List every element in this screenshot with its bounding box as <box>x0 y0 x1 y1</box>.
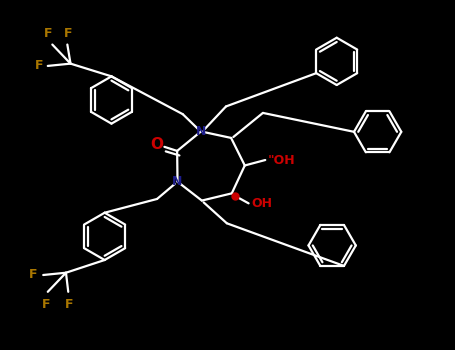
Text: N: N <box>196 125 206 138</box>
Text: F: F <box>64 27 72 40</box>
Text: F: F <box>35 60 43 72</box>
Text: OH: OH <box>251 197 272 210</box>
Text: "OH: "OH <box>268 154 295 167</box>
Text: F: F <box>65 298 73 311</box>
Text: F: F <box>44 27 52 40</box>
Text: F: F <box>29 268 37 281</box>
Text: O: O <box>150 136 163 152</box>
Text: N: N <box>172 175 183 188</box>
Text: F: F <box>42 298 51 311</box>
